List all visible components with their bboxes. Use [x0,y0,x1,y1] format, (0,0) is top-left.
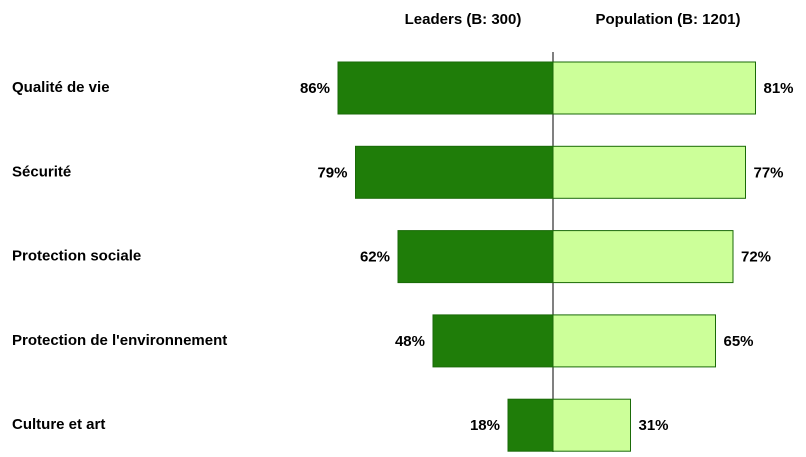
bar [355,145,554,199]
category-label: Culture et art [12,416,105,433]
value-label: 86% [300,80,330,97]
value-label: 31% [639,417,669,434]
bar [432,314,554,368]
value-label: 48% [395,333,425,350]
bar [552,145,746,199]
value-label: 72% [741,249,771,266]
category-label: Sécurité [12,163,71,180]
value-label: 18% [470,417,500,434]
bar [552,398,631,452]
value-label: 62% [360,249,390,266]
category-label: Protection sociale [12,248,141,265]
category-label: Qualité de vie [12,79,110,96]
value-label: 65% [724,333,754,350]
bar [337,61,554,115]
bar [507,398,554,452]
bar [552,61,756,115]
legend-label: Leaders (B: 300) [405,11,522,28]
bar [552,230,734,284]
value-label: 77% [754,164,784,181]
value-label: 79% [317,164,347,181]
bar [397,230,554,284]
bar [552,314,716,368]
value-label: 81% [764,80,794,97]
legend-label: Population (B: 1201) [595,11,740,28]
category-label: Protection de l'environnement [12,332,227,349]
